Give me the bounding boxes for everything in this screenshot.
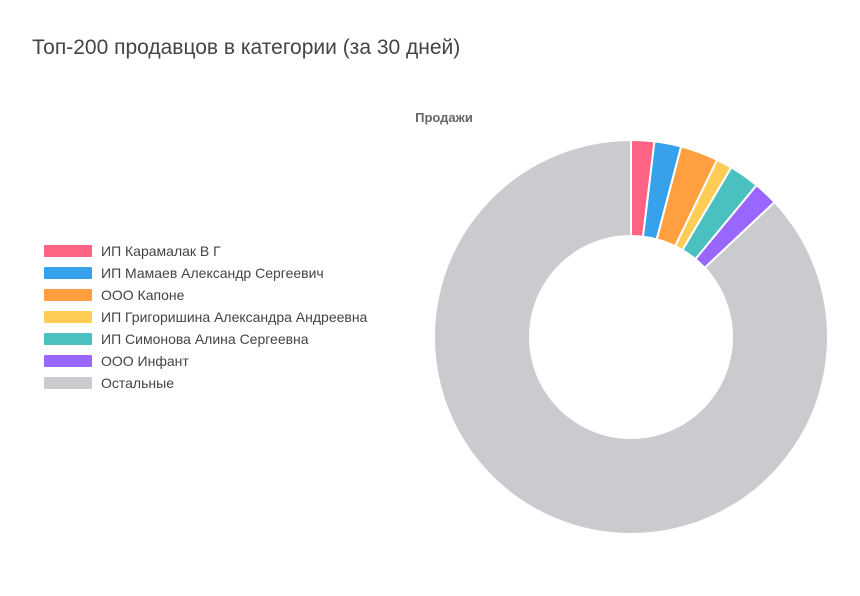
legend-label: ИП Мамаев Александр Сергеевич — [101, 265, 324, 281]
page-title: Топ-200 продавцов в категории (за 30 дне… — [32, 36, 461, 59]
legend-item[interactable]: ООО Инфант — [44, 350, 367, 372]
legend-item[interactable]: Остальные — [44, 372, 367, 394]
legend-label: ООО Инфант — [101, 353, 189, 369]
legend-item[interactable]: ИП Симонова Алина Сергеевна — [44, 328, 367, 350]
legend-item[interactable]: ИП Григоришина Александра Андреевна — [44, 306, 367, 328]
legend-swatch — [44, 333, 92, 345]
legend-swatch — [44, 377, 92, 389]
legend-label: ИП Карамалак В Г — [101, 243, 221, 259]
legend-swatch — [44, 289, 92, 301]
legend-label: ИП Симонова Алина Сергеевна — [101, 331, 309, 347]
legend-swatch — [44, 267, 92, 279]
chart-slices — [433, 138, 829, 535]
legend-item[interactable]: ИП Мамаев Александр Сергеевич — [44, 262, 367, 284]
legend-label: ИП Григоришина Александра Андреевна — [101, 309, 368, 325]
legend-label: ООО Капоне — [101, 287, 185, 303]
chart-legend: ИП Карамалак В Г ИП Мамаев Александр Сер… — [44, 240, 367, 394]
legend-swatch — [44, 311, 92, 323]
legend-item[interactable]: ООО Капоне — [44, 284, 367, 306]
legend-swatch — [44, 355, 92, 367]
legend-item[interactable]: ИП Карамалак В Г — [44, 240, 367, 262]
slice-7[interactable] — [433, 138, 829, 535]
chart-title: Продажи — [415, 110, 473, 125]
legend-label: Остальные — [101, 375, 174, 391]
legend-swatch — [44, 245, 92, 257]
